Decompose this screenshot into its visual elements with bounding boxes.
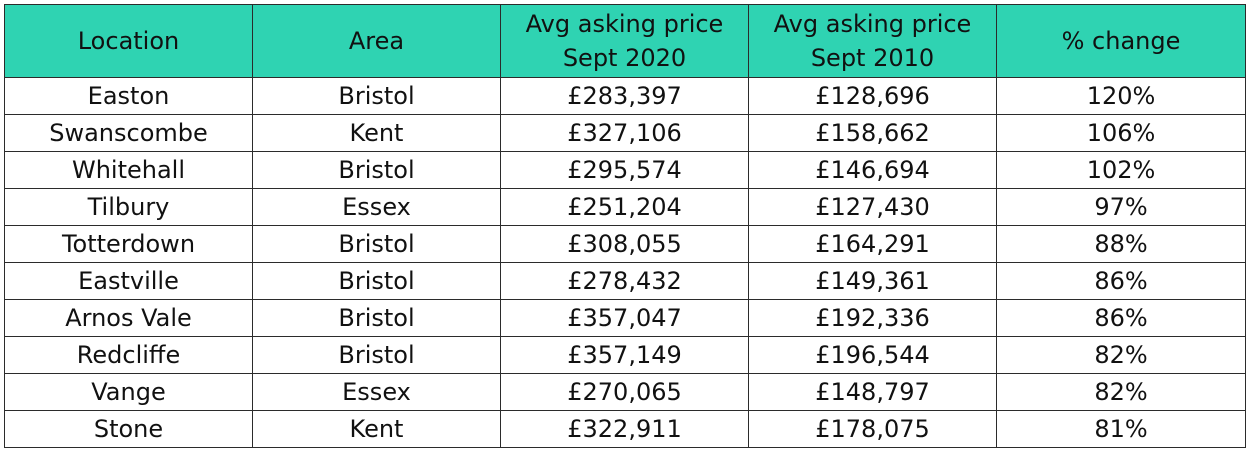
table-header: Location Area Avg asking price Sept 2020… [4, 4, 1246, 78]
table-row: Whitehall Bristol £295,574 £146,694 102% [4, 151, 1246, 189]
cell-location: Whitehall [4, 151, 253, 189]
header-row: Location Area Avg asking price Sept 2020… [4, 4, 1246, 78]
table-row: Redcliffe Bristol £357,149 £196,544 82% [4, 336, 1246, 374]
cell-area: Bristol [252, 151, 501, 189]
header-price-2010-line1: Avg asking price [773, 10, 972, 38]
cell-area: Bristol [252, 225, 501, 263]
cell-location: Tilbury [4, 188, 253, 226]
cell-change: 106% [996, 114, 1246, 152]
cell-area: Essex [252, 188, 501, 226]
cell-price-2020: £308,055 [500, 225, 749, 263]
cell-change: 102% [996, 151, 1246, 189]
cell-price-2010: £196,544 [748, 336, 997, 374]
table-row: Eastville Bristol £278,432 £149,361 86% [4, 262, 1246, 300]
cell-area: Bristol [252, 299, 501, 337]
price-table-container: Location Area Avg asking price Sept 2020… [4, 4, 1246, 448]
header-price-2020-line2: Sept 2020 [562, 44, 687, 72]
header-price-2010: Avg asking price Sept 2010 [748, 4, 997, 78]
header-area: Area [252, 4, 501, 78]
table-row: Totterdown Bristol £308,055 £164,291 88% [4, 225, 1246, 263]
cell-price-2010: £127,430 [748, 188, 997, 226]
table-row: Arnos Vale Bristol £357,047 £192,336 86% [4, 299, 1246, 337]
cell-area: Bristol [252, 336, 501, 374]
cell-location: Eastville [4, 262, 253, 300]
cell-price-2010: £158,662 [748, 114, 997, 152]
cell-price-2020: £327,106 [500, 114, 749, 152]
cell-location: Swanscombe [4, 114, 253, 152]
cell-change: 88% [996, 225, 1246, 263]
header-location: Location [4, 4, 253, 78]
cell-change: 97% [996, 188, 1246, 226]
cell-location: Stone [4, 410, 253, 448]
price-table: Location Area Avg asking price Sept 2020… [4, 4, 1246, 448]
cell-price-2020: £357,149 [500, 336, 749, 374]
cell-price-2020: £322,911 [500, 410, 749, 448]
cell-location: Redcliffe [4, 336, 253, 374]
cell-price-2010: £164,291 [748, 225, 997, 263]
cell-price-2020: £251,204 [500, 188, 749, 226]
cell-price-2020: £270,065 [500, 373, 749, 411]
header-change: % change [996, 4, 1246, 78]
cell-price-2010: £149,361 [748, 262, 997, 300]
cell-price-2020: £278,432 [500, 262, 749, 300]
cell-price-2020: £295,574 [500, 151, 749, 189]
cell-change: 86% [996, 262, 1246, 300]
table-row: Tilbury Essex £251,204 £127,430 97% [4, 188, 1246, 226]
cell-area: Bristol [252, 77, 501, 115]
table-row: Easton Bristol £283,397 £128,696 120% [4, 77, 1246, 115]
cell-price-2010: £128,696 [748, 77, 997, 115]
cell-price-2010: £148,797 [748, 373, 997, 411]
cell-price-2010: £178,075 [748, 410, 997, 448]
cell-price-2010: £192,336 [748, 299, 997, 337]
cell-price-2020: £283,397 [500, 77, 749, 115]
cell-area: Kent [252, 410, 501, 448]
header-price-2020-line1: Avg asking price [525, 10, 724, 38]
cell-change: 82% [996, 373, 1246, 411]
header-price-2020: Avg asking price Sept 2020 [500, 4, 749, 78]
cell-location: Arnos Vale [4, 299, 253, 337]
header-price-2010-line2: Sept 2010 [810, 44, 935, 72]
table-row: Stone Kent £322,911 £178,075 81% [4, 410, 1246, 448]
cell-location: Vange [4, 373, 253, 411]
table-row: Swanscombe Kent £327,106 £158,662 106% [4, 114, 1246, 152]
cell-price-2020: £357,047 [500, 299, 749, 337]
cell-change: 82% [996, 336, 1246, 374]
cell-change: 86% [996, 299, 1246, 337]
cell-area: Kent [252, 114, 501, 152]
table-body: Easton Bristol £283,397 £128,696 120% Sw… [4, 77, 1246, 448]
cell-change: 81% [996, 410, 1246, 448]
table-row: Vange Essex £270,065 £148,797 82% [4, 373, 1246, 411]
cell-change: 120% [996, 77, 1246, 115]
cell-location: Easton [4, 77, 253, 115]
cell-area: Essex [252, 373, 501, 411]
cell-price-2010: £146,694 [748, 151, 997, 189]
cell-area: Bristol [252, 262, 501, 300]
cell-location: Totterdown [4, 225, 253, 263]
